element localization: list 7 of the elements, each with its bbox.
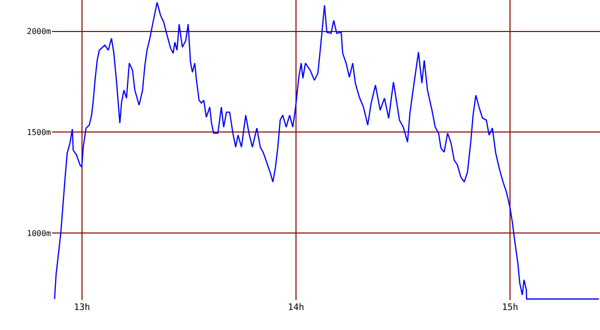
x-tick-label: 14h xyxy=(288,303,304,313)
line-series xyxy=(54,2,600,300)
y-tick-label: 2000m xyxy=(26,27,52,36)
y-tick-label: 1000m xyxy=(26,228,52,238)
y-tick-label: 1500m xyxy=(26,128,52,137)
x-tick-label: 15h xyxy=(502,303,518,313)
x-tick-label: 13h xyxy=(74,303,90,313)
